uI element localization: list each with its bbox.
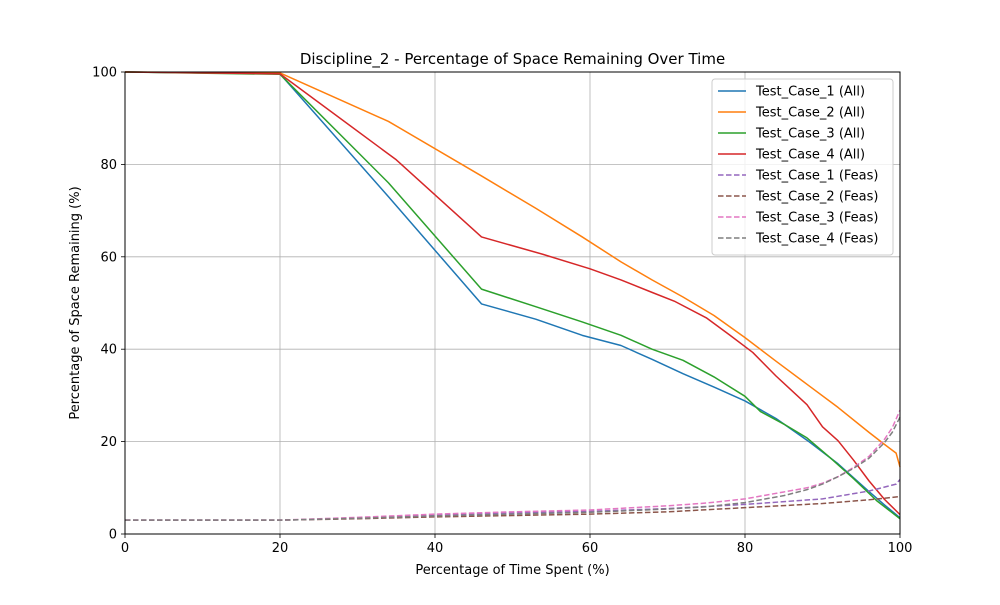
plot-frame <box>124 71 901 535</box>
y-tick-label: 60 <box>100 250 117 265</box>
x-tick-label: 60 <box>582 541 599 556</box>
legend: Test_Case_1 (All) Test_Case_2 (All) Test_C… <box>711 78 894 256</box>
legend-label: Test_Case_1 (All) <box>755 85 865 100</box>
x-tick-label: 0 <box>121 541 129 556</box>
series-line-6 <box>125 495 901 521</box>
x-tick-label: 20 <box>272 541 289 556</box>
x-tick-label: 80 <box>737 541 754 556</box>
series-line-4 <box>124 71 901 516</box>
series-line-7 <box>125 409 901 521</box>
axis-ticks: 0 20 40 60 80 100 0 20 40 60 80 100 <box>92 66 912 557</box>
legend-label: Test_Case_4 (All) <box>755 148 865 163</box>
series-line-3 <box>124 71 901 520</box>
x-axis-label: Percentage of Time Spent (%) <box>415 563 609 578</box>
y-tick-label: 100 <box>92 66 117 81</box>
legend-label: Test_Case_4 (Feas) <box>755 232 878 247</box>
chart-title: Discipline_2 - Percentage of Space Remai… <box>300 50 725 69</box>
y-tick-label: 0 <box>109 528 117 543</box>
y-tick-label: 80 <box>100 158 117 173</box>
legend-label: Test_Case_1 (Feas) <box>755 169 878 184</box>
y-tick-label: 20 <box>100 435 117 450</box>
y-axis-label: Percentage of Space Remaining (%) <box>68 186 83 419</box>
series-line-2 <box>124 71 901 468</box>
legend-label: Test_Case_2 (Feas) <box>755 190 878 205</box>
series-line-8 <box>125 416 901 521</box>
legend-box <box>711 78 894 256</box>
x-tick-label: 100 <box>888 541 913 556</box>
x-tick-label: 40 <box>427 541 444 556</box>
series-lines <box>124 71 901 521</box>
legend-label: Test_Case_3 (Feas) <box>755 211 878 226</box>
legend-label: Test_Case_3 (All) <box>755 127 865 142</box>
legend-label: Test_Case_2 (All) <box>755 106 865 121</box>
y-tick-label: 40 <box>100 343 117 358</box>
